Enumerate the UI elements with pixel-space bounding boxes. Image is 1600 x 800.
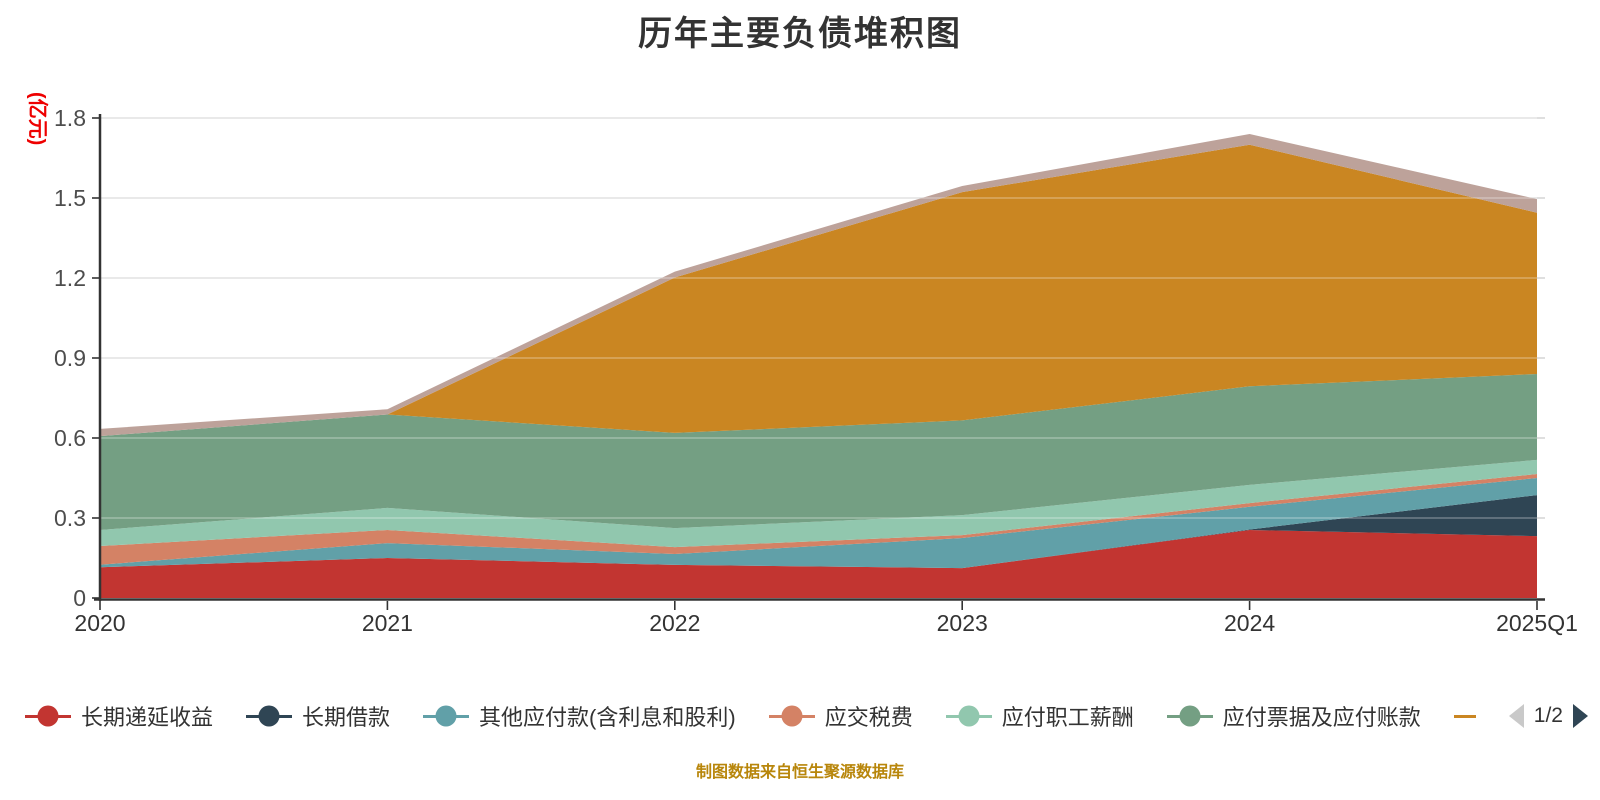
legend-series-marker-icon bbox=[768, 705, 815, 727]
legend-item-4[interactable]: 应交税费 bbox=[768, 700, 913, 732]
legend-series-marker-icon bbox=[246, 705, 293, 727]
legend-dot-icon bbox=[781, 705, 803, 727]
legend-dot-icon bbox=[258, 705, 280, 727]
y-tick-label: 0.6 bbox=[54, 425, 86, 451]
y-axis-unit-label: (亿元) bbox=[26, 92, 48, 146]
legend-dot-icon bbox=[1179, 705, 1201, 727]
y-tick-label: 1.5 bbox=[54, 185, 86, 211]
legend-item-label: 其他应付款(含利息和股利) bbox=[479, 705, 736, 730]
y-tick-label: 0 bbox=[73, 585, 86, 611]
legend: 长期递延收益 长期借款 其他应付款(含利息和股利) 应交税费 应付职工薪酬 应付票据及应付… bbox=[25, 700, 1588, 732]
area-series-5[interactable] bbox=[100, 459, 1537, 548]
legend-dot-icon bbox=[1466, 714, 1476, 718]
legend-item-label: 应交税费 bbox=[824, 705, 913, 730]
area-series-4[interactable] bbox=[100, 474, 1537, 565]
legend-item-partial[interactable] bbox=[1453, 714, 1476, 718]
legend-series-marker-icon bbox=[25, 705, 71, 727]
legend-item-3[interactable]: 其他应付款(含利息和股利) bbox=[423, 700, 736, 732]
y-tick-label: 1.8 bbox=[54, 105, 86, 131]
legend-pager: 1/2 bbox=[1508, 704, 1588, 728]
x-tick-label: 2023 bbox=[937, 610, 988, 636]
data-source-note: 制图数据来自恒生聚源数据库 bbox=[695, 764, 904, 781]
legend-item-label: 长期借款 bbox=[302, 705, 391, 730]
area-series-6[interactable] bbox=[100, 374, 1537, 530]
x-tick-label: 2024 bbox=[1224, 610, 1275, 636]
legend-item-5[interactable]: 应付职工薪酬 bbox=[945, 700, 1134, 732]
legend-prev-icon[interactable] bbox=[1508, 704, 1524, 728]
chart-title: 历年主要负债堆积图 bbox=[638, 15, 962, 53]
legend-item-label: 应付职工薪酬 bbox=[1001, 705, 1134, 730]
y-tick-label: 1.2 bbox=[54, 265, 86, 291]
legend-series-marker-icon bbox=[945, 705, 992, 727]
legend-next-icon[interactable] bbox=[1573, 704, 1588, 728]
legend-series-marker-icon bbox=[1166, 705, 1213, 727]
legend-item-label: 应付票据及应付账款 bbox=[1222, 705, 1421, 730]
area-series-1[interactable] bbox=[100, 530, 1537, 598]
legend-series-marker-icon bbox=[423, 705, 470, 727]
legend-series-marker-icon bbox=[1453, 714, 1476, 718]
x-tick-label: 2025Q1 bbox=[1496, 610, 1578, 636]
area-series-3[interactable] bbox=[100, 478, 1537, 569]
legend-dot-icon bbox=[435, 705, 457, 727]
legend-item-label: 长期递延收益 bbox=[81, 705, 214, 730]
y-tick-label: 0.9 bbox=[54, 345, 86, 371]
area-series-7[interactable] bbox=[100, 144, 1537, 437]
legend-dot-icon bbox=[958, 705, 980, 727]
legend-item-1[interactable]: 长期递延收益 bbox=[25, 700, 213, 732]
x-tick-label: 2020 bbox=[74, 610, 125, 636]
legend-page-indicator: 1/2 bbox=[1533, 704, 1563, 727]
legend-item-6[interactable]: 应付票据及应付账款 bbox=[1166, 700, 1421, 732]
legend-item-2[interactable]: 长期借款 bbox=[246, 700, 390, 732]
x-tick-label: 2021 bbox=[362, 610, 413, 636]
y-tick-label: 0.3 bbox=[54, 505, 86, 531]
legend-dot-icon bbox=[37, 705, 59, 727]
x-tick-label: 2022 bbox=[649, 610, 700, 636]
